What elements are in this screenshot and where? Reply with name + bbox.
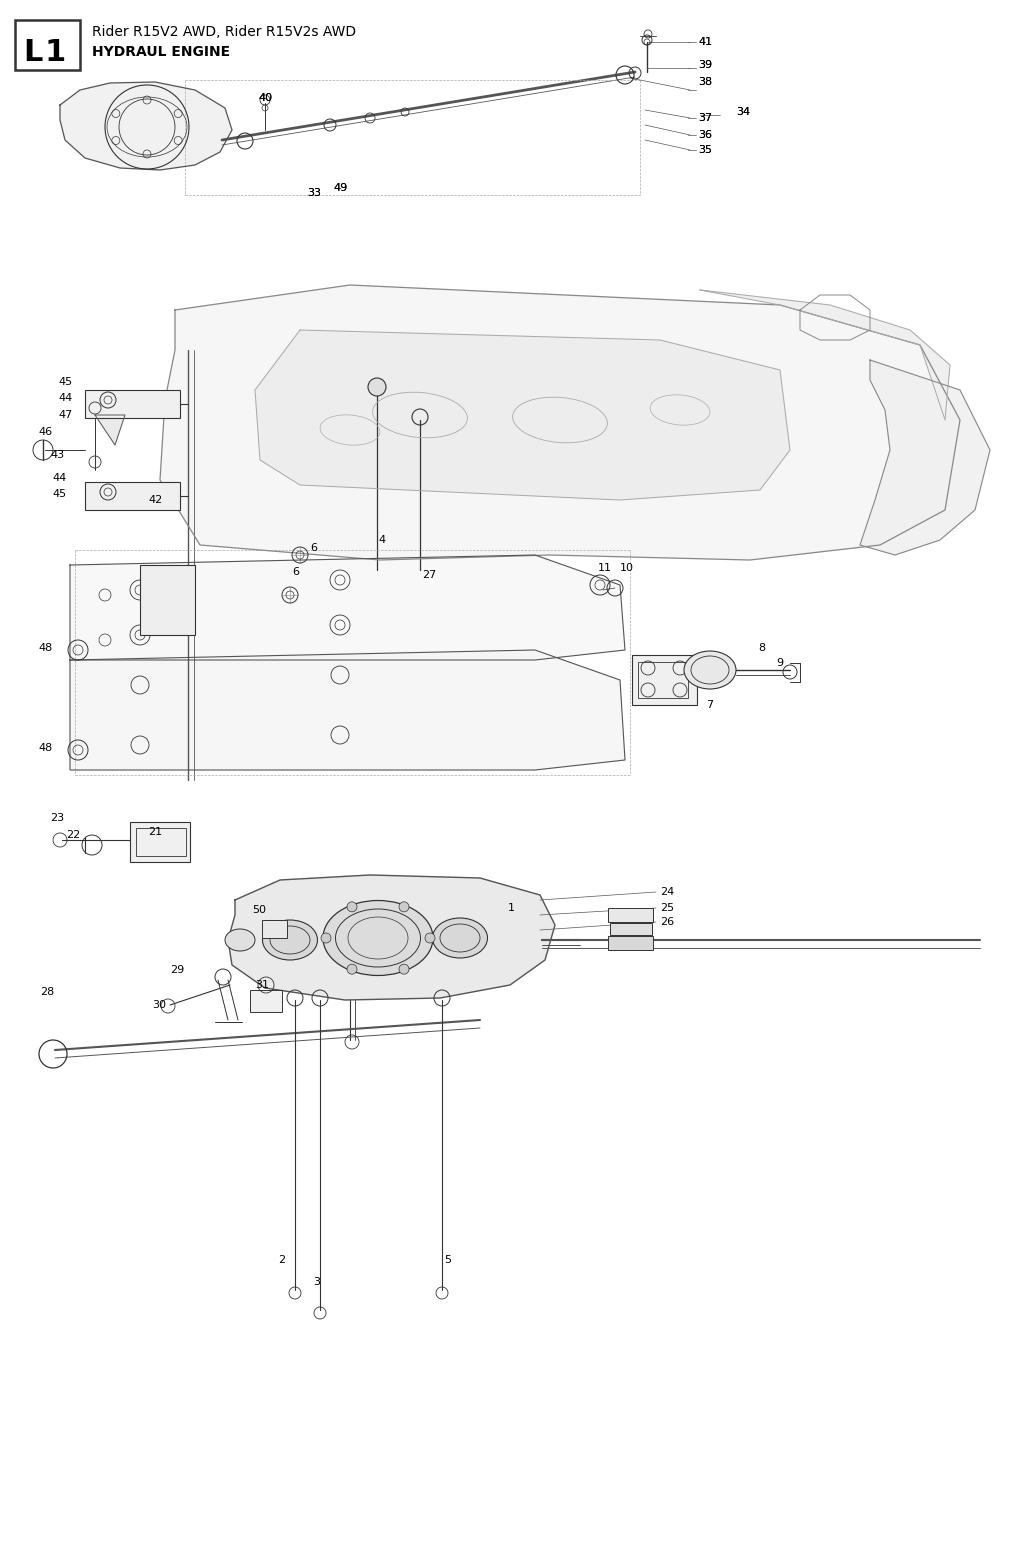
Bar [136, 827, 186, 855]
Text: 23: 23 [50, 813, 65, 823]
Text: 46: 46 [38, 427, 52, 436]
Bar [608, 908, 653, 922]
Text: 42: 42 [148, 495, 162, 505]
Bar [140, 566, 195, 636]
Bar [608, 936, 653, 950]
Text: 11: 11 [598, 562, 612, 573]
Circle shape [425, 933, 435, 943]
Text: 27: 27 [422, 570, 436, 580]
Polygon shape [95, 414, 125, 446]
Bar [15, 20, 80, 70]
Bar [85, 390, 180, 418]
Text: 31: 31 [255, 980, 269, 989]
Ellipse shape [432, 918, 487, 958]
Bar [85, 481, 180, 509]
Text: 34: 34 [736, 108, 751, 117]
Text: 45: 45 [52, 489, 67, 499]
Text: 24: 24 [660, 887, 674, 897]
Ellipse shape [262, 921, 317, 960]
Text: 43: 43 [50, 450, 65, 460]
Text: 41: 41 [698, 37, 712, 47]
Polygon shape [70, 555, 625, 661]
Text: 45: 45 [58, 377, 72, 386]
Text: 48: 48 [38, 743, 52, 753]
Text: 47: 47 [58, 410, 73, 421]
Text: 41: 41 [698, 37, 712, 47]
Bar [250, 989, 282, 1013]
Text: 22: 22 [66, 830, 80, 840]
Ellipse shape [225, 929, 255, 950]
Text: 35: 35 [698, 145, 712, 154]
Text: 44: 44 [52, 474, 67, 483]
Ellipse shape [323, 901, 433, 975]
Text: HYDRAUL ENGINE: HYDRAUL ENGINE [92, 45, 230, 59]
Text: 26: 26 [660, 918, 674, 927]
Text: 49: 49 [333, 182, 347, 193]
Text: 39: 39 [698, 61, 712, 70]
Text: L: L [23, 37, 42, 67]
Text: 36: 36 [698, 129, 712, 140]
Text: 1: 1 [45, 37, 67, 67]
Circle shape [347, 902, 357, 911]
Text: 38: 38 [698, 76, 712, 87]
Polygon shape [860, 360, 990, 555]
Circle shape [399, 964, 409, 974]
Text: 49: 49 [333, 182, 347, 193]
Polygon shape [255, 330, 790, 500]
Text: 25: 25 [660, 904, 674, 913]
Text: 1: 1 [508, 904, 515, 913]
Text: 44: 44 [58, 393, 73, 404]
Circle shape [321, 933, 331, 943]
Text: 35: 35 [698, 145, 712, 154]
Text: 9: 9 [776, 657, 783, 668]
Ellipse shape [684, 651, 736, 689]
Text: 48: 48 [38, 643, 52, 653]
Text: 10: 10 [620, 562, 634, 573]
Text: 6: 6 [292, 567, 299, 576]
Text: 33: 33 [307, 189, 321, 198]
Polygon shape [700, 290, 950, 421]
Text: 3: 3 [313, 1278, 319, 1287]
Text: 34: 34 [736, 108, 751, 117]
Bar [632, 654, 697, 706]
Text: Rider R15V2 AWD, Rider R15V2s AWD: Rider R15V2 AWD, Rider R15V2s AWD [92, 25, 356, 39]
Text: 7: 7 [706, 700, 713, 710]
Bar [262, 921, 287, 938]
Text: 40: 40 [258, 93, 272, 103]
Text: 37: 37 [698, 114, 712, 123]
Text: 5: 5 [444, 1256, 451, 1265]
Circle shape [399, 902, 409, 911]
Text: 29: 29 [170, 964, 184, 975]
Polygon shape [228, 876, 555, 1000]
Polygon shape [70, 650, 625, 770]
Text: 39: 39 [698, 61, 712, 70]
Circle shape [347, 964, 357, 974]
Text: 4: 4 [378, 534, 385, 545]
Text: 50: 50 [252, 905, 266, 915]
Text: 36: 36 [698, 129, 712, 140]
Text: 33: 33 [307, 189, 321, 198]
Bar [610, 922, 652, 935]
Text: 8: 8 [758, 643, 765, 653]
Text: 28: 28 [40, 988, 54, 997]
Text: 40: 40 [258, 93, 272, 103]
Text: 30: 30 [152, 1000, 166, 1010]
Polygon shape [160, 285, 961, 559]
Text: 6: 6 [310, 544, 317, 553]
Circle shape [368, 379, 386, 396]
Text: 21: 21 [148, 827, 162, 837]
Bar [130, 823, 190, 862]
Text: 37: 37 [698, 114, 712, 123]
Text: 38: 38 [698, 76, 712, 87]
Text: 2: 2 [278, 1256, 285, 1265]
Bar [638, 662, 688, 698]
Polygon shape [60, 83, 232, 170]
